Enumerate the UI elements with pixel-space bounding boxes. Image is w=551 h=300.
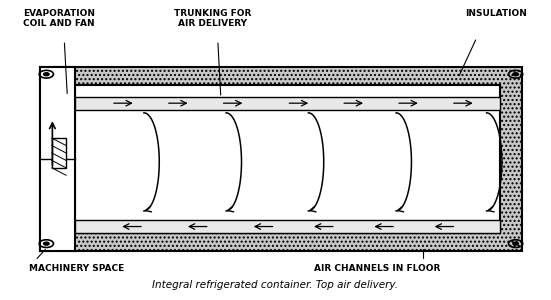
Text: MACHINERY SPACE: MACHINERY SPACE xyxy=(29,264,124,273)
Text: INSULATION: INSULATION xyxy=(464,9,527,18)
Circle shape xyxy=(44,242,49,245)
Bar xyxy=(75,97,500,110)
Bar xyxy=(75,220,500,233)
Circle shape xyxy=(44,73,49,76)
Bar xyxy=(75,85,500,233)
Bar xyxy=(52,138,66,168)
Bar xyxy=(40,67,75,251)
Bar xyxy=(40,67,522,251)
Circle shape xyxy=(513,73,518,76)
Text: Integral refrigerated container. Top air delivery.: Integral refrigerated container. Top air… xyxy=(153,280,398,290)
Text: AIR CHANNELS IN FLOOR: AIR CHANNELS IN FLOOR xyxy=(314,264,440,273)
Text: TRUNKING FOR
AIR DELIVERY: TRUNKING FOR AIR DELIVERY xyxy=(174,9,251,28)
Text: EVAPORATION
COIL AND FAN: EVAPORATION COIL AND FAN xyxy=(23,9,95,28)
Circle shape xyxy=(513,242,518,245)
